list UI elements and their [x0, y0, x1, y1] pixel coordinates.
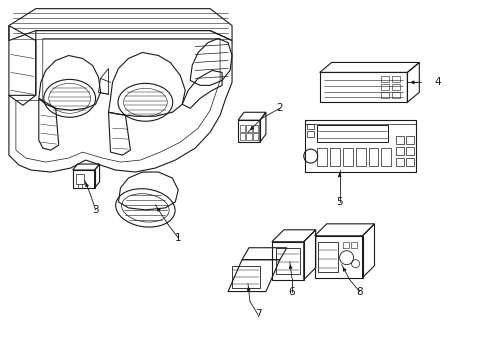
- Bar: [319, 72, 407, 102]
- Bar: [396, 158, 404, 166]
- Bar: [316, 125, 387, 142]
- Bar: [306, 124, 313, 129]
- Bar: [396, 147, 404, 155]
- Bar: [406, 136, 413, 144]
- Text: 6: 6: [288, 287, 295, 297]
- Bar: [392, 84, 400, 90]
- Text: 4: 4: [433, 77, 440, 87]
- Bar: [381, 148, 390, 166]
- Bar: [252, 125, 258, 132]
- Bar: [246, 125, 251, 132]
- Bar: [342, 242, 348, 248]
- Bar: [381, 76, 388, 82]
- Text: 8: 8: [356, 287, 362, 297]
- Bar: [304, 120, 415, 172]
- Text: 5: 5: [336, 197, 342, 207]
- Bar: [246, 133, 251, 140]
- Bar: [252, 133, 258, 140]
- Bar: [232, 266, 260, 288]
- Text: 2: 2: [276, 103, 283, 113]
- Bar: [76, 174, 83, 184]
- Bar: [355, 148, 365, 166]
- Bar: [368, 148, 378, 166]
- Bar: [350, 242, 356, 248]
- Bar: [240, 133, 245, 140]
- Bar: [406, 147, 413, 155]
- Bar: [406, 158, 413, 166]
- Text: 1: 1: [175, 233, 181, 243]
- Bar: [240, 125, 245, 132]
- Bar: [381, 92, 388, 98]
- Bar: [306, 131, 313, 137]
- Bar: [316, 148, 326, 166]
- Bar: [275, 248, 299, 274]
- Bar: [381, 84, 388, 90]
- Bar: [396, 136, 404, 144]
- Bar: [317, 242, 337, 272]
- Text: 3: 3: [92, 205, 99, 215]
- Bar: [392, 76, 400, 82]
- Text: 7: 7: [254, 310, 261, 319]
- Bar: [329, 148, 339, 166]
- Bar: [342, 148, 352, 166]
- Bar: [392, 92, 400, 98]
